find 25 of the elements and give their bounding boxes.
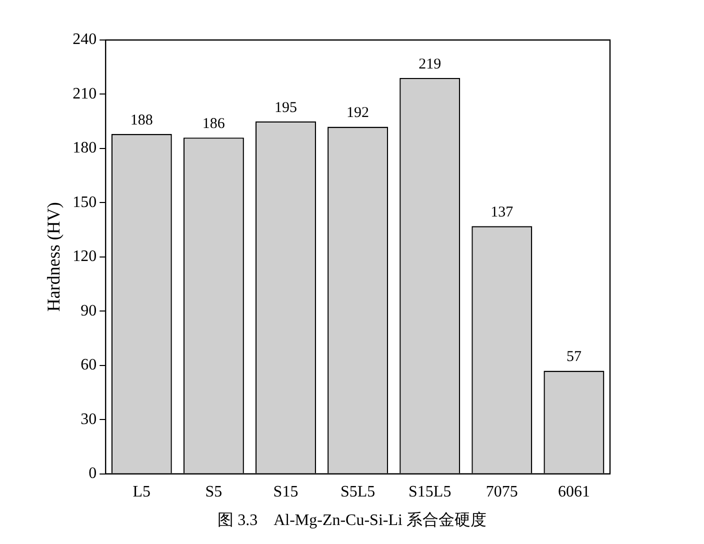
data-label: 57 (566, 349, 582, 366)
y-tick-label: 150 (72, 194, 97, 211)
x-tick-label: S15L5 (408, 484, 452, 501)
y-tick-label: 0 (88, 465, 97, 482)
y-tick-label: 210 (72, 85, 97, 102)
y-axis-title: Hardness (HV) (44, 202, 64, 312)
data-label: 188 (130, 112, 153, 128)
x-tick-label: 7075 (486, 484, 518, 501)
y-tick-label: 60 (80, 356, 97, 374)
data-label: 219 (418, 56, 442, 72)
x-tick-label: S5L5 (340, 484, 376, 501)
y-tick-label: 240 (72, 31, 97, 48)
x-tick-label: 6061 (558, 484, 590, 501)
data-label: 195 (274, 100, 297, 116)
y-tick-label: 90 (80, 302, 97, 320)
y-tick-label: 180 (72, 140, 97, 157)
caption: 图 3.3 Al-Mg-Zn-Cu-Si-Li 系合金硬度 (216, 510, 488, 531)
x-tick-label: L5 (132, 484, 151, 501)
data-label: 186 (202, 116, 226, 132)
data-label: 192 (346, 105, 370, 122)
y-tick-label: 120 (72, 248, 97, 266)
x-tick-label: S5 (205, 484, 222, 501)
data-label: 137 (490, 204, 514, 221)
y-tick-label: 30 (80, 410, 97, 428)
x-tick-label: S15 (273, 484, 298, 501)
